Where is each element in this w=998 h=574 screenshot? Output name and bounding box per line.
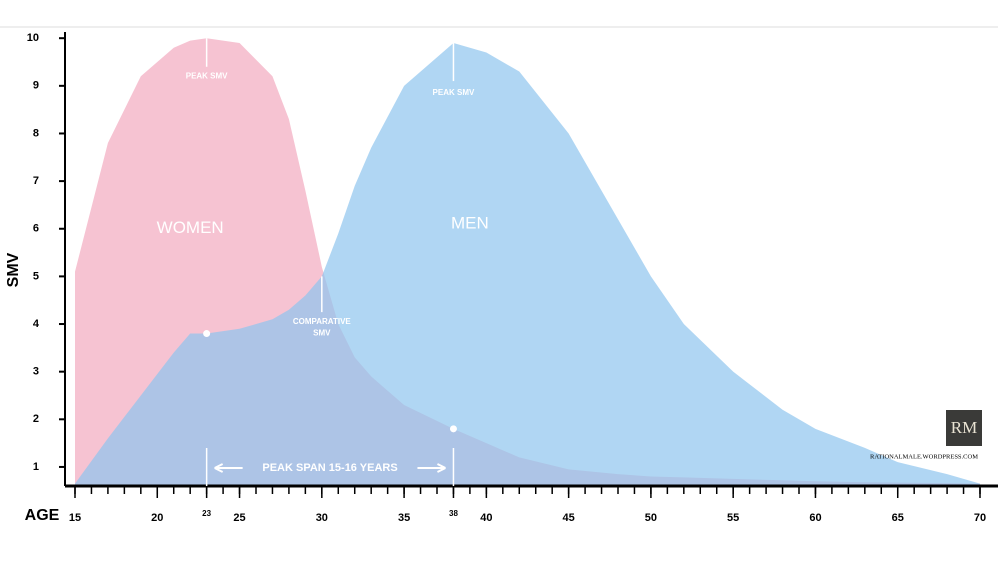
logo: RM xyxy=(951,418,977,437)
logo-box xyxy=(946,410,982,446)
y-tick-label: 1 xyxy=(33,461,39,473)
y-tick-label: 4 xyxy=(33,318,40,330)
x-tick-label: 60 xyxy=(809,512,821,524)
annotation: SMV xyxy=(313,329,331,338)
annotation: PEAK SMV xyxy=(186,71,228,80)
span-label: PEAK SPAN 15-16 YEARS xyxy=(262,462,397,474)
x-tick-label: 15 xyxy=(69,512,81,524)
x-tick-label: 65 xyxy=(892,512,904,524)
y-tick-label: 5 xyxy=(33,270,39,282)
marker xyxy=(203,330,211,338)
x-tick-label: 20 xyxy=(151,512,163,524)
annotation: PEAK SMV xyxy=(433,88,475,97)
y-tick-label: 8 xyxy=(33,127,39,139)
x-axis-label: AGE xyxy=(25,507,60,524)
y-tick-label: 2 xyxy=(33,413,39,425)
x-tick-label: 25 xyxy=(233,512,245,524)
x-tick-label: 38 xyxy=(449,509,458,518)
area xyxy=(75,42,980,487)
x-tick-label: 45 xyxy=(563,512,575,524)
annotation: MEN xyxy=(451,213,489,232)
annotation: COMPARATIVE xyxy=(293,317,352,326)
x-tick-label: 40 xyxy=(480,512,492,524)
span-arrow xyxy=(417,463,446,473)
y-tick-label: 6 xyxy=(33,223,39,235)
y-tick-label: 3 xyxy=(33,366,39,378)
x-tick-label: 23 xyxy=(202,509,211,518)
annotation: WOMEN xyxy=(157,218,224,237)
x-tick-label: 35 xyxy=(398,512,410,524)
y-tick-label: 9 xyxy=(33,80,39,92)
span-arrow xyxy=(214,463,243,473)
x-tick-label: 55 xyxy=(727,512,739,524)
y-tick-label: 10 xyxy=(27,32,39,44)
x-tick-label: 50 xyxy=(645,512,657,524)
marker xyxy=(449,425,457,433)
y-tick-label: 7 xyxy=(33,175,39,187)
source: RATIONALMALE.WORDPRESS.COM xyxy=(870,453,978,460)
x-tick-label: 70 xyxy=(974,512,986,524)
y-axis-label: SMV xyxy=(5,252,22,287)
x-tick-label: 30 xyxy=(316,512,328,524)
